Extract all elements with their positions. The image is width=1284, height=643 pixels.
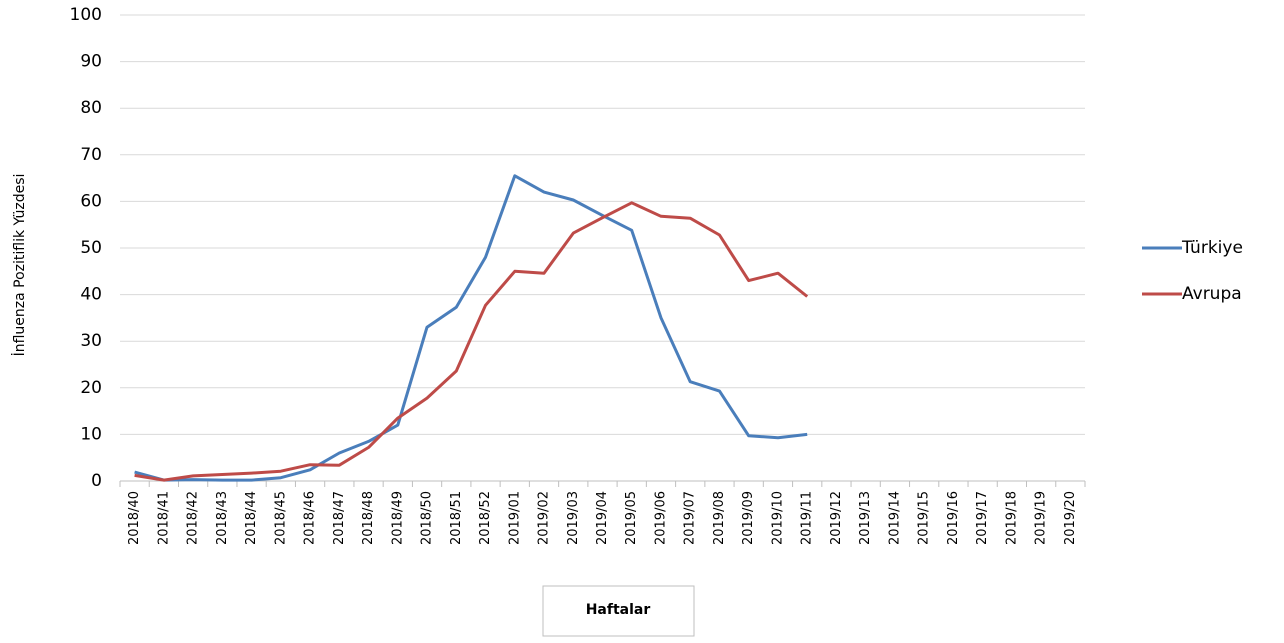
x-tick-label: 2018/51 — [449, 491, 464, 545]
x-tick-label: 2019/03 — [566, 491, 581, 545]
x-tick-label: 2019/09 — [741, 491, 756, 545]
y-tick-label: 100 — [70, 5, 102, 25]
y-tick-label: 70 — [80, 145, 102, 165]
x-tick-label: 2018/40 — [127, 491, 142, 545]
x-tick-label: 2019/15 — [917, 491, 932, 545]
y-tick-label: 80 — [80, 98, 102, 118]
x-tick-label: 2019/11 — [800, 491, 815, 545]
x-tick-label: 2019/05 — [624, 491, 639, 545]
x-tick-label: 2018/45 — [273, 491, 288, 545]
legend-label: Avrupa — [1182, 284, 1242, 304]
y-tick-label: 10 — [80, 424, 102, 444]
series-line — [134, 174, 808, 482]
y-tick-label: 0 — [91, 471, 102, 491]
x-tick-label: 2019/16 — [946, 491, 961, 545]
x-tick-label: 2018/48 — [361, 491, 376, 545]
y-tick-label: 90 — [80, 52, 102, 72]
x-tick-label: 2019/12 — [829, 491, 844, 545]
x-tick-label: 2019/13 — [858, 491, 873, 545]
series-line — [134, 201, 809, 482]
x-tick-label: 2019/20 — [1063, 491, 1078, 545]
x-tick-label: 2018/47 — [332, 491, 347, 545]
x-tick-label: 2019/07 — [683, 491, 698, 545]
x-tick-label: 2019/08 — [712, 491, 727, 545]
x-tick-label: 2019/06 — [653, 491, 668, 545]
y-tick-label: 20 — [80, 378, 102, 398]
x-tick-label: 2018/52 — [478, 491, 493, 545]
x-tick-label: 2018/49 — [390, 491, 405, 545]
x-tick-label: 2019/01 — [507, 491, 522, 545]
x-axis-title: Haftalar — [586, 602, 651, 618]
x-axis-title-box — [542, 585, 695, 637]
x-tick-label: 2019/02 — [537, 491, 552, 545]
y-tick-label: 60 — [80, 191, 102, 211]
x-tick-label: 2018/44 — [244, 491, 259, 545]
x-tick-label: 2018/41 — [156, 491, 171, 545]
x-tick-label: 2018/42 — [186, 491, 201, 545]
y-tick-label: 30 — [80, 331, 102, 351]
x-tick-label: 2018/50 — [420, 491, 435, 545]
legend-label: Türkiye — [1181, 238, 1243, 258]
x-tick-label: 2018/46 — [303, 491, 318, 545]
x-tick-label: 2019/04 — [595, 491, 610, 545]
x-tick-label: 2019/19 — [1034, 491, 1049, 545]
x-tick-label: 2019/18 — [1004, 491, 1019, 545]
x-tick-label: 2019/10 — [770, 491, 785, 545]
x-tick-label: 2018/43 — [215, 491, 230, 545]
x-tick-label: 2019/14 — [887, 491, 902, 545]
y-tick-label: 40 — [80, 285, 102, 305]
x-tick-label: 2019/17 — [975, 491, 990, 545]
y-axis-title: İnfluenza Pozitiflik Yüzdesi — [10, 174, 28, 357]
y-tick-label: 50 — [80, 238, 102, 258]
